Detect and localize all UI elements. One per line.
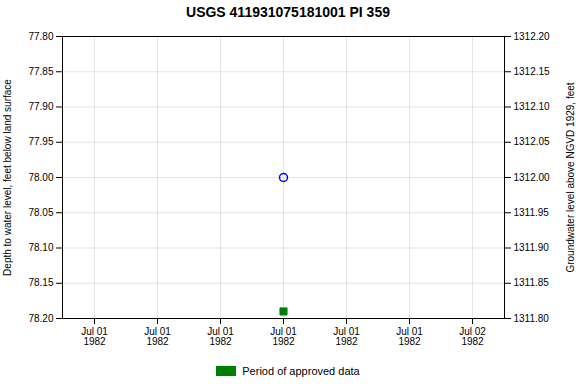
svg-text:Jul 021982: Jul 021982 — [459, 326, 486, 347]
svg-text:78.20: 78.20 — [28, 313, 53, 324]
svg-text:1311.80: 1311.80 — [514, 313, 550, 324]
svg-text:1311.95: 1311.95 — [514, 207, 550, 218]
svg-text:1312.15: 1312.15 — [514, 66, 551, 77]
svg-text:78.00: 78.00 — [28, 172, 53, 183]
svg-text:77.95: 77.95 — [28, 136, 53, 147]
svg-text:77.90: 77.90 — [28, 101, 53, 112]
svg-text:Jul 011982: Jul 011982 — [144, 326, 171, 347]
svg-text:1311.90: 1311.90 — [514, 242, 550, 253]
svg-text:Jul 011982: Jul 011982 — [396, 326, 423, 347]
svg-text:Jul 011982: Jul 011982 — [207, 326, 234, 347]
svg-text:77.85: 77.85 — [28, 66, 53, 77]
svg-text:Jul 011982: Jul 011982 — [81, 326, 108, 347]
svg-text:1312.10: 1312.10 — [514, 101, 551, 112]
html-text:USGS 411931075181001 PI 359: USGS 411931075181001 PI 359 — [186, 4, 390, 20]
svg-text:78.15: 78.15 — [28, 277, 53, 288]
svg-text:77.80: 77.80 — [28, 31, 53, 42]
svg-text:78.10: 78.10 — [28, 242, 53, 253]
svg-text:Jul 011982: Jul 011982 — [270, 326, 297, 347]
svg-text:Groundwater level above NGVD 1: Groundwater level above NGVD 1929, feet — [565, 82, 576, 272]
svg-text:1311.85: 1311.85 — [514, 277, 550, 288]
svg-text:1312.00: 1312.00 — [514, 172, 551, 183]
svg-text:Depth to water level, feet bel: Depth to water level, feet below land su… — [2, 79, 13, 276]
svg-text:78.05: 78.05 — [28, 207, 53, 218]
html-text:Period of approved data: Period of approved data — [242, 365, 360, 377]
svg-text:1312.05: 1312.05 — [514, 136, 551, 147]
svg-text:Jul 011982: Jul 011982 — [333, 326, 360, 347]
svg-text:1312.20: 1312.20 — [514, 31, 551, 42]
